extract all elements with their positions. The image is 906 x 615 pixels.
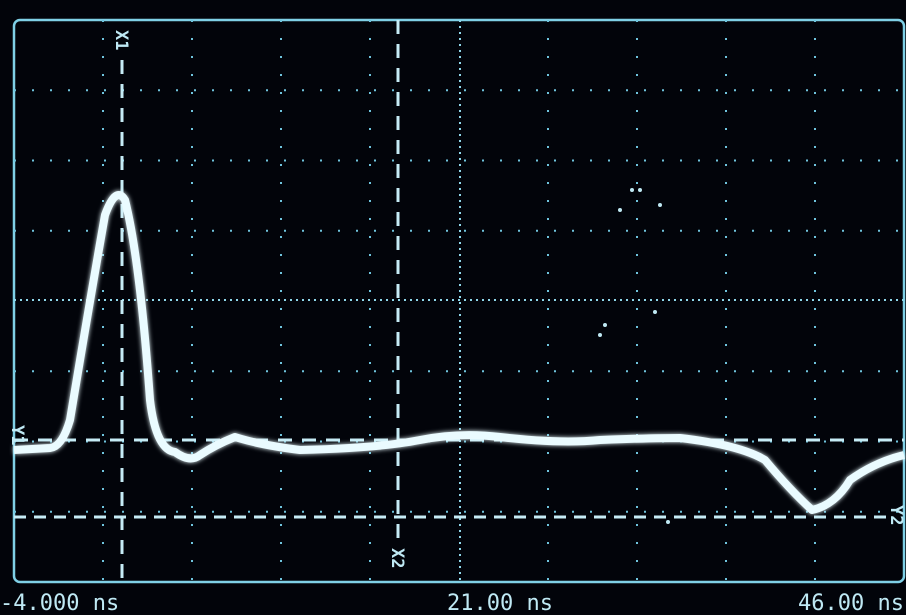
center-time-label: 21.00 ns [447,591,553,615]
cursor-x2-label: X2 [387,548,407,568]
background [0,0,906,615]
cursor-y1-label: Y1 [7,425,27,445]
cursor-x1-label: X1 [111,30,131,50]
oscilloscope-screen: X1 X2 Y1 Y2 -4.000 ns 21.00 ns 46.00 ns [0,0,906,615]
start-time-label: -4.000 ns [0,591,119,615]
cursor-y2-label: Y2 [886,505,906,525]
end-time-label: 46.00 ns [798,591,904,615]
